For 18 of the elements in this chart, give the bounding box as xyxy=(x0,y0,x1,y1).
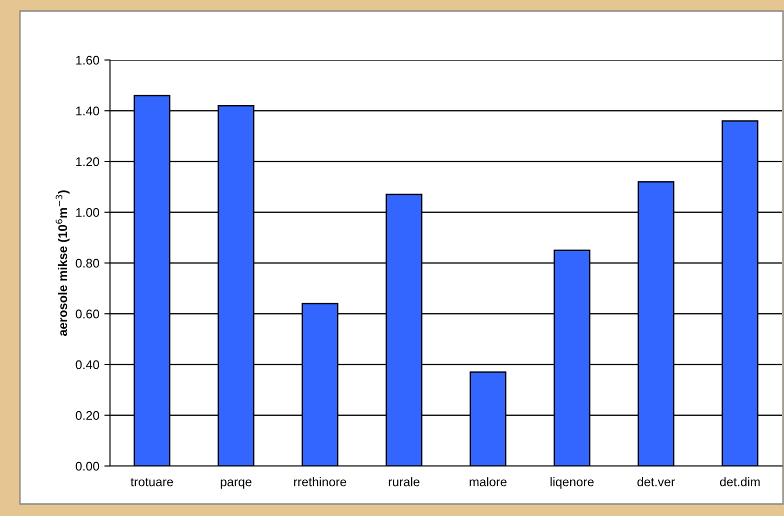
y-tick-label: 0.40 xyxy=(76,360,100,370)
x-tick-label: liqenore xyxy=(550,477,594,489)
y-axis-title: aerosole mikse (10$^{6}$m$^{−3}$) xyxy=(56,190,70,336)
x-tick-label: parqe xyxy=(220,479,252,489)
x-tick-label: trotuare xyxy=(130,478,173,486)
y-tick-label: 0.00 xyxy=(76,462,100,471)
y-tick-label: 0.60 xyxy=(76,310,100,318)
y-tick-label: 0.20 xyxy=(76,411,100,420)
y-tick-label: 1.60 xyxy=(76,56,100,65)
x-tick-label: det.dim xyxy=(720,477,760,486)
y-tick-label: 0.80 xyxy=(76,258,100,268)
x-tick-label: malore xyxy=(470,477,507,486)
x-tick-label: rrethinore xyxy=(294,477,346,486)
x-tick-label: rurale xyxy=(388,477,420,486)
x-tick-label: det.ver xyxy=(637,477,675,486)
y-tick-label: 1.00 xyxy=(76,208,100,217)
y-tick-label: 1.40 xyxy=(76,106,100,116)
y-tick-label: 1.20 xyxy=(76,157,100,166)
